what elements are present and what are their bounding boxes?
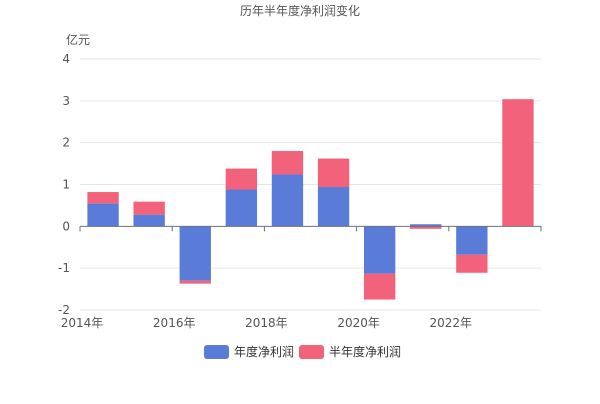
- x-tick-label: 2020年: [337, 316, 380, 330]
- bar-half-year-3[interactable]: [179, 280, 211, 284]
- bars[interactable]: [87, 99, 534, 300]
- legend-swatch: [204, 345, 229, 359]
- y-axis-tick-labels: 4 3 2 1 0 -1 -2: [58, 52, 70, 317]
- legend-label: 半年度净利润: [329, 344, 401, 359]
- legend-item-annual[interactable]: 年度净利润: [204, 344, 294, 359]
- y-tick-label: 1: [62, 178, 70, 192]
- x-tick-label: 2022年: [430, 316, 473, 330]
- bar-half-year-10[interactable]: [502, 99, 534, 227]
- x-axis: [79, 225, 542, 232]
- bar-half-year-1[interactable]: [87, 192, 119, 204]
- x-axis-tick-labels: 2014年 2016年 2018年 2020年 2022年: [61, 316, 472, 330]
- chart-title: 历年半年度净利润变化: [240, 3, 360, 18]
- y-tick-label: 4: [62, 52, 70, 66]
- bar-half-year-6[interactable]: [317, 158, 350, 188]
- bar-annual-8[interactable]: [410, 224, 442, 227]
- y-tick-label: 0: [62, 219, 70, 233]
- y-axis-unit-label: 亿元: [66, 32, 90, 47]
- legend-label: 年度净利润: [234, 344, 294, 359]
- bar-half-year-7[interactable]: [363, 273, 396, 300]
- y-tick-label: -2: [58, 303, 70, 317]
- legend[interactable]: 年度净利润 半年度净利润: [204, 344, 401, 359]
- x-tick-label: 2016年: [153, 316, 196, 330]
- bar-half-year-9[interactable]: [456, 254, 488, 273]
- bar-half-year-8[interactable]: [410, 226, 442, 229]
- bar-annual-9[interactable]: [456, 226, 488, 255]
- legend-item-half-year[interactable]: 半年度净利润: [299, 344, 401, 359]
- bar-annual-4[interactable]: [225, 189, 258, 227]
- y-tick-label: 2: [62, 136, 70, 150]
- bar-annual-2[interactable]: [133, 214, 165, 227]
- bar-half-year-2[interactable]: [133, 201, 165, 215]
- y-tick-label: 3: [62, 94, 70, 108]
- bar-annual-1[interactable]: [87, 203, 119, 227]
- bar-annual-7[interactable]: [363, 226, 396, 274]
- x-tick-label: 2018年: [245, 316, 288, 330]
- legend-swatch: [299, 345, 324, 359]
- bar-half-year-5[interactable]: [271, 151, 304, 175]
- bar-annual-3[interactable]: [179, 226, 211, 281]
- bar-annual-6[interactable]: [317, 187, 350, 227]
- bar-half-year-4[interactable]: [225, 168, 258, 190]
- x-tick-label: 2014年: [61, 316, 104, 330]
- grid-lines: [80, 58, 541, 311]
- y-tick-label: -1: [58, 261, 70, 275]
- bar-annual-5[interactable]: [271, 174, 304, 227]
